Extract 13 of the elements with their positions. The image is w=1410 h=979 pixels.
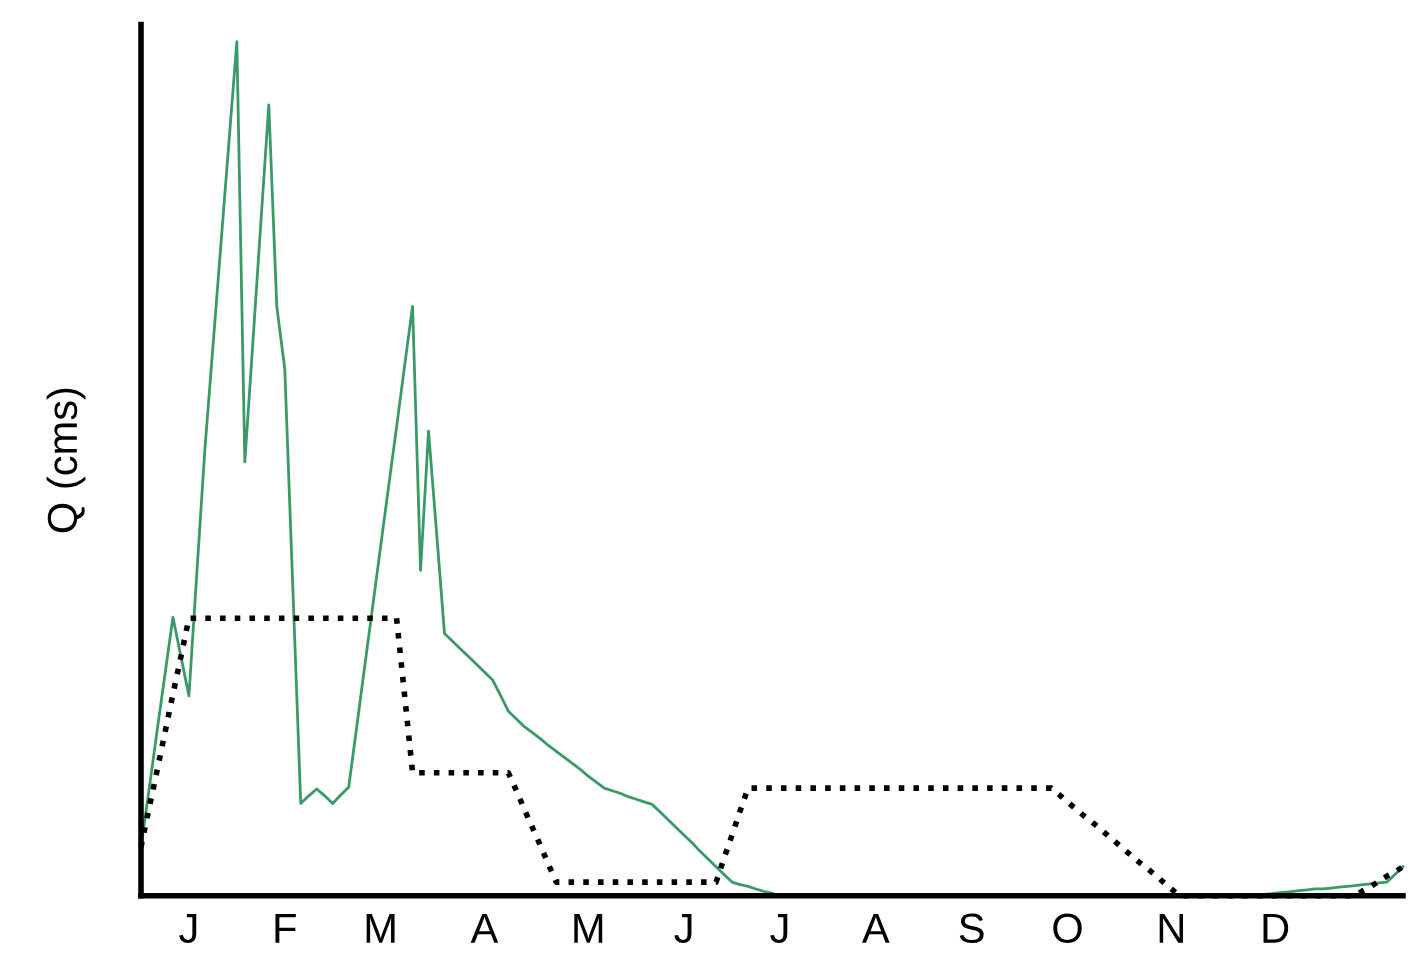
x-tick-label: O [1053,913,1082,944]
y-axis-title: Q (cms) [46,388,86,533]
x-tick-label: J [770,913,788,944]
x-tick-label: M [574,913,603,943]
x-tick-label: F [275,913,296,943]
x-tick-label: J [179,913,197,944]
x-tick-label: A [470,913,499,943]
x-tick-label: M [366,913,395,943]
x-tick-label: A [861,913,890,943]
x-tick-label: N [1159,913,1183,943]
x-tick-label: S [959,913,984,944]
x-tick-label: J [674,913,692,944]
x-tick-label: D [1263,913,1289,943]
